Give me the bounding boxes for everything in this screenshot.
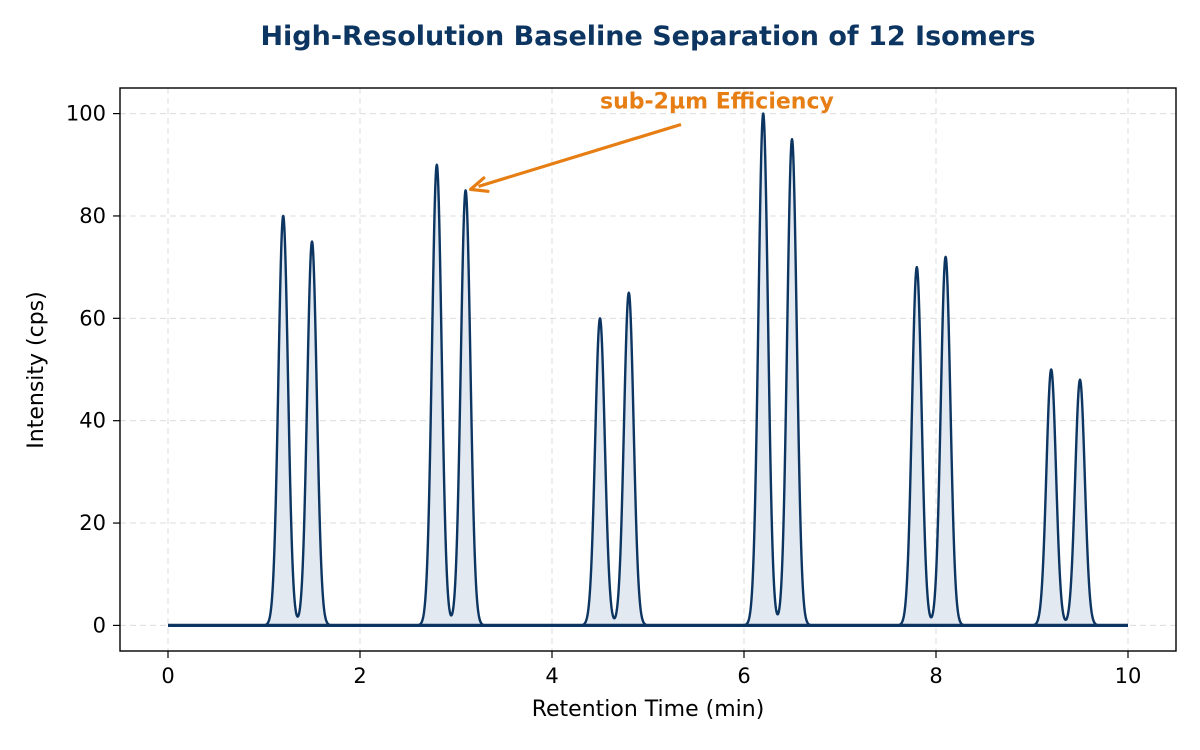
y-tick-label: 100 <box>66 102 106 126</box>
y-tick-label: 0 <box>93 613 106 637</box>
x-tick-label: 4 <box>545 664 558 688</box>
y-axis: 0 20 40 60 80 100 <box>66 102 120 637</box>
peak-apex-10 <box>944 256 947 258</box>
annotation-arrow-head <box>469 176 490 193</box>
chart-title: High-Resolution Baseline Separation of 1… <box>260 21 1035 52</box>
y-tick-label: 40 <box>79 409 106 433</box>
x-tick-label: 2 <box>353 664 366 688</box>
plot-frame <box>119 87 1177 652</box>
y-tick-label: 80 <box>79 204 106 228</box>
peak-area-fill <box>168 113 1128 626</box>
x-tick-label: 8 <box>929 664 942 688</box>
peak-apex-8 <box>791 138 793 140</box>
annotation-layer: sub-2µm Efficiency <box>469 89 834 193</box>
peak-apex-7 <box>762 112 764 115</box>
y-axis-label: Intensity (cps) <box>24 291 49 448</box>
y-tick-label: 60 <box>79 306 106 330</box>
x-axis: 0 2 4 6 8 10 <box>161 651 1141 688</box>
x-tick-label: 0 <box>161 664 174 688</box>
x-axis-label: Retention Time (min) <box>532 697 765 722</box>
peak-apex-6 <box>628 291 630 294</box>
x-tick-label: 10 <box>1115 664 1142 688</box>
y-tick-label: 20 <box>79 511 106 535</box>
x-tick-label: 6 <box>737 664 750 688</box>
peak-apex-9 <box>916 266 918 268</box>
series-layer <box>167 112 1129 628</box>
peak-apex-1 <box>282 215 285 217</box>
peak-apex-11 <box>1050 368 1052 371</box>
peak-apex-2 <box>311 240 313 243</box>
peak-apex-12 <box>1079 378 1081 381</box>
peak-apex-4 <box>464 189 467 192</box>
annotation-arrow-shaft <box>478 122 682 188</box>
annotation-label: sub-2µm Efficiency <box>600 89 834 114</box>
peak-apex-3 <box>436 163 438 166</box>
peak-apex-5 <box>599 317 601 320</box>
peak-fill-layer <box>168 113 1128 626</box>
